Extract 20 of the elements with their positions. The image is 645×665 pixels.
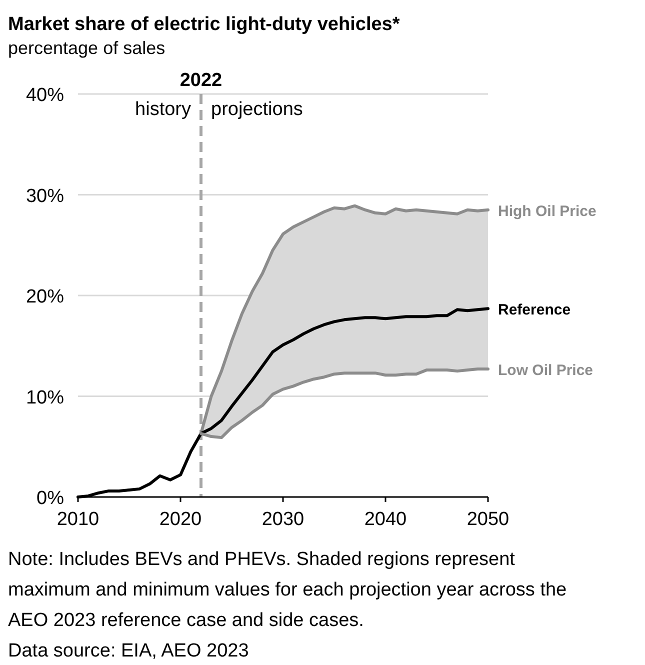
ref-line-label: 2022 — [180, 70, 222, 91]
source-note: Data source: EIA, AEO 2023 — [8, 640, 249, 662]
annotation: projections — [211, 99, 303, 120]
y-tick-label: 20% — [26, 286, 64, 308]
y-tick-label: 10% — [26, 387, 64, 408]
x-tick-label: 2030 — [262, 509, 304, 530]
annotation: history — [135, 99, 192, 120]
series-label: Low Oil Price — [498, 362, 594, 380]
series-label: Reference — [498, 302, 571, 319]
chart-subtitle: percentage of sales — [8, 38, 166, 58]
y-tick-label: 40% — [26, 85, 64, 106]
x-tick-label: 2010 — [56, 509, 100, 530]
x-tick-label: 2020 — [159, 509, 202, 530]
x-tick-label: 2040 — [364, 509, 407, 530]
y-tick-label: 30% — [26, 186, 64, 207]
x-tick-label: 2050 — [466, 509, 510, 530]
chart-title: Market share of electric light-duty vehicles* — [8, 14, 400, 35]
text: Note: Includes BEVs and PHEVs. Shaded regions represent maximum and minimum values for each projection year across the AEO 2023 reference case and side cases. — [8, 549, 567, 631]
series-label: High Oil Price — [498, 202, 596, 220]
y-tick-label: 0% — [36, 488, 64, 509]
